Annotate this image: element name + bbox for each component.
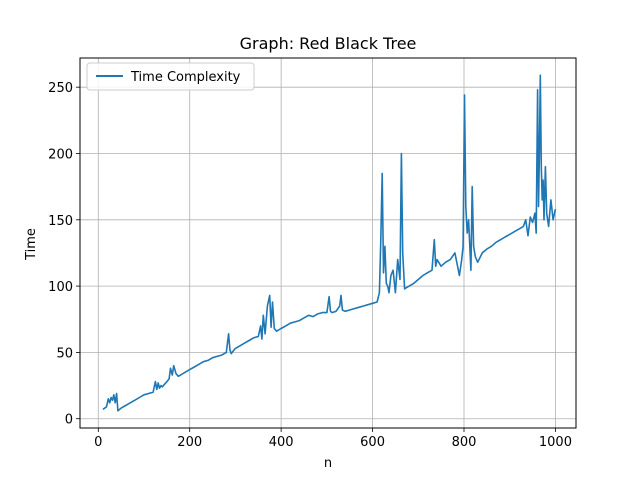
chart-title: Graph: Red Black Tree <box>240 34 417 53</box>
x-tick-label: 400 <box>269 435 294 450</box>
y-tick-label: 250 <box>48 81 73 96</box>
y-tick-label: 0 <box>65 413 73 428</box>
x-tick-label: 200 <box>177 435 202 450</box>
series-line-0 <box>102 74 557 412</box>
y-tick-label: 50 <box>56 346 73 361</box>
x-tick-label: 600 <box>360 435 385 450</box>
y-tick-label: 150 <box>48 214 73 229</box>
plot-frame <box>79 57 577 429</box>
y-tick-label: 200 <box>48 147 73 162</box>
grid-layer <box>80 58 576 428</box>
x-axis: 0 200 400 600 800 1000 <box>94 428 572 450</box>
x-axis-label: n <box>324 456 332 471</box>
y-axis-label: Time <box>24 228 39 261</box>
x-tick-label: 1000 <box>539 435 572 450</box>
x-tick-label: 0 <box>94 435 102 450</box>
x-tick-label: 800 <box>452 435 477 450</box>
legend-box <box>86 62 255 91</box>
legend-label-time-complexity: Time Complexity <box>130 70 241 85</box>
series-layer <box>102 74 557 412</box>
y-tick-label: 100 <box>48 280 73 295</box>
legend: Time Complexity <box>86 62 255 91</box>
y-axis: 0 50 100 150 200 250 <box>48 81 80 428</box>
